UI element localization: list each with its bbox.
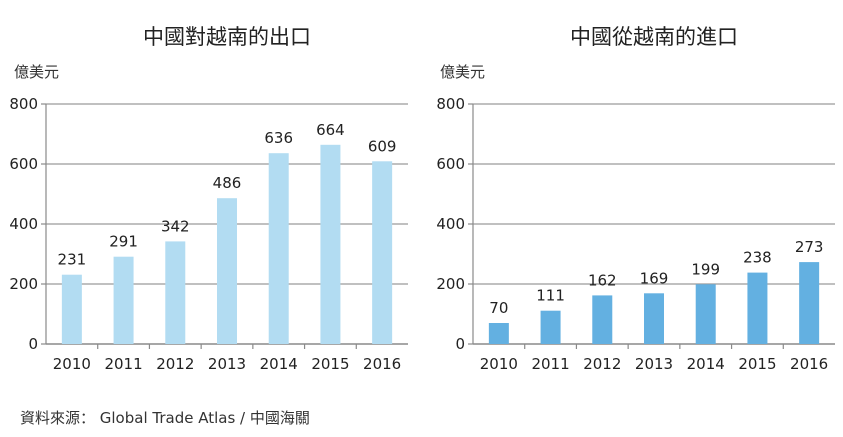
chart-1-y-tick-label: 200 xyxy=(9,275,38,293)
chart-1-y-tick-label: 600 xyxy=(9,155,38,173)
chart-1-data-label-2010: 231 xyxy=(58,251,87,269)
chart-2-bar-2011 xyxy=(540,310,561,344)
chart-2-bar-2016 xyxy=(799,262,820,344)
chart-2-data-label-2016: 273 xyxy=(795,238,824,256)
chart-1-bar-2015 xyxy=(320,144,341,344)
chart-1-x-tick-label-2016: 2016 xyxy=(363,355,401,373)
chart-2-x-tick-label-2014: 2014 xyxy=(687,355,725,373)
chart-2-bar-2010 xyxy=(488,323,509,344)
chart-2-y-tick-label: 400 xyxy=(436,215,465,233)
chart-1-bar-2010 xyxy=(61,274,82,344)
chart-1-data-label-2013: 486 xyxy=(213,174,242,192)
chart-2-y-tick-label: 600 xyxy=(436,155,465,173)
chart-1-bar-2013 xyxy=(217,198,237,344)
chart-2-bar-2015 xyxy=(747,272,768,344)
chart-2-y-tick-label: 200 xyxy=(436,275,465,293)
chart-1-x-tick-label-2012: 2012 xyxy=(156,355,194,373)
chart-2-bar-2014 xyxy=(695,284,716,344)
chart-2-data-label-2011: 111 xyxy=(536,287,565,305)
chart-2-data-label-2013: 169 xyxy=(640,269,669,287)
chart-1-title: 中國對越南的出口 xyxy=(143,25,311,49)
chart-1-bar-2016 xyxy=(372,161,393,344)
chart-2-bar-2012 xyxy=(592,295,613,344)
chart-1-bar-2012 xyxy=(165,241,186,344)
chart-2-x-tick-label-2012: 2012 xyxy=(583,355,621,373)
chart-2-x-tick-label-2011: 2011 xyxy=(531,355,569,373)
chart-2-y-tick-label: 0 xyxy=(455,335,465,353)
chart-1-x-tick-label-2014: 2014 xyxy=(260,355,298,373)
chart-2-y-tick-label: 800 xyxy=(436,95,465,113)
chart-1-data-label-2011: 291 xyxy=(109,233,138,251)
chart-2-data-label-2014: 199 xyxy=(691,260,720,278)
chart-1-data-label-2015: 664 xyxy=(316,121,345,139)
chart-2-x-tick-label-2013: 2013 xyxy=(635,355,673,373)
chart-2-x-tick-label-2015: 2015 xyxy=(738,355,776,373)
chart-2-y-unit-label: 億美元 xyxy=(440,63,485,81)
chart-2-data-label-2010: 70 xyxy=(489,299,508,317)
chart-1-y-tick-label: 800 xyxy=(9,95,38,113)
chart-1-data-label-2016: 609 xyxy=(368,137,397,155)
chart-1-y-unit-label: 億美元 xyxy=(14,63,59,81)
chart-1-data-label-2014: 636 xyxy=(264,129,293,147)
chart-1-data-label-2012: 342 xyxy=(161,217,190,235)
chart-1-x-tick-label-2010: 2010 xyxy=(53,355,91,373)
chart-2-x-tick-label-2010: 2010 xyxy=(480,355,518,373)
chart-1-x-tick-label-2015: 2015 xyxy=(311,355,349,373)
chart-1-bar-2011 xyxy=(113,256,134,344)
chart-2-bar-2013 xyxy=(644,293,664,344)
chart-1-bar-2014 xyxy=(268,153,289,344)
chart-1-x-tick-label-2013: 2013 xyxy=(208,355,246,373)
chart-2-data-label-2015: 238 xyxy=(743,249,772,267)
chart-2-title: 中國從越南的進口 xyxy=(570,25,738,49)
chart-2-x-tick-label-2016: 2016 xyxy=(790,355,828,373)
chart-1-x-tick-label-2011: 2011 xyxy=(104,355,142,373)
chart-1-y-tick-label: 400 xyxy=(9,215,38,233)
chart-1-y-tick-label: 0 xyxy=(28,335,38,353)
chart-2-data-label-2012: 162 xyxy=(588,271,617,289)
source-note: 資料來源： Global Trade Atlas / 中國海關 xyxy=(20,409,310,427)
